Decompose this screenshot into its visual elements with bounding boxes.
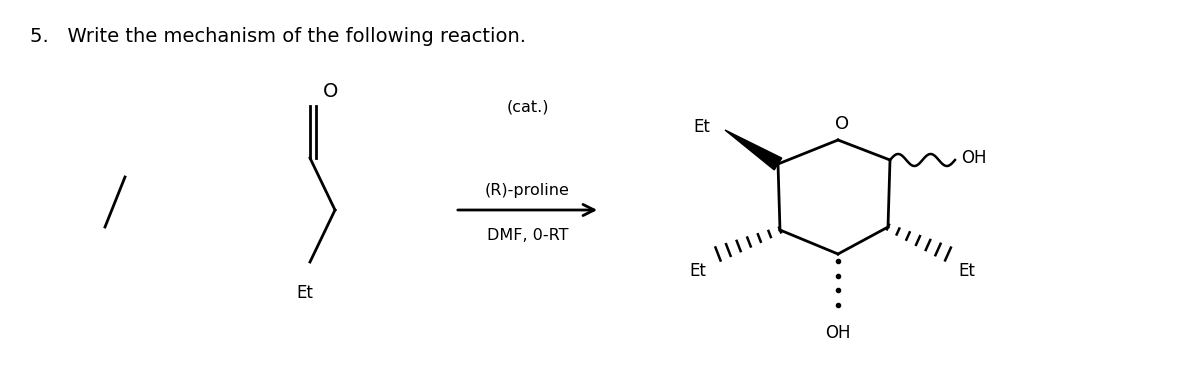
Text: Et: Et (694, 118, 710, 136)
Text: Et: Et (689, 262, 706, 280)
Text: O: O (323, 82, 338, 101)
Text: (cat.): (cat.) (506, 100, 548, 115)
Text: O: O (835, 115, 850, 133)
Polygon shape (725, 130, 781, 170)
Text: Et: Et (958, 262, 974, 280)
Text: OH: OH (826, 324, 851, 342)
Text: Et: Et (296, 284, 313, 302)
Text: OH: OH (961, 149, 986, 167)
Text: (R)-proline: (R)-proline (485, 183, 570, 198)
Text: DMF, 0-RT: DMF, 0-RT (487, 228, 569, 243)
Text: 5.   Write the mechanism of the following reaction.: 5. Write the mechanism of the following … (30, 27, 526, 46)
